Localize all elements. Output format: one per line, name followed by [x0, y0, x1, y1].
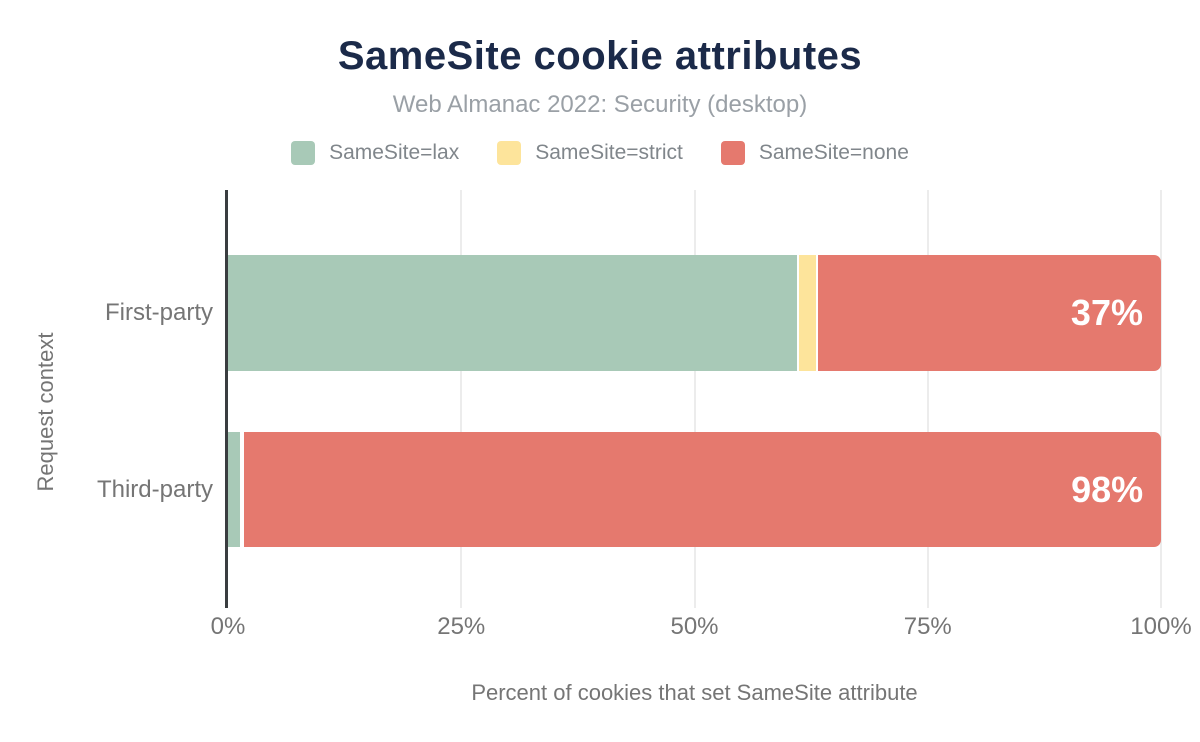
chart-title: SameSite cookie attributes: [337, 34, 863, 78]
bar-segment-first-party-samesite=lax: [228, 255, 798, 371]
gridline-75: [926, 190, 929, 608]
category-label-first-party: First-party: [105, 299, 213, 326]
x-tick-label-50%: 50%: [670, 613, 719, 640]
category-label-third-party: Third-party: [96, 476, 213, 503]
gridline-25: [460, 190, 463, 608]
plot-area: 37% 98%: [225, 190, 1162, 608]
x-tick-label-25%: 25%: [437, 613, 486, 640]
bar-value-label-third-party: 98%: [1071, 468, 1144, 510]
y-axis-title: Request context: [33, 332, 58, 492]
bar-segment-first-party-samesite=strict: [797, 255, 816, 371]
x-tick-label-75%: 75%: [903, 613, 952, 640]
bar-value-label-first-party: 37%: [1070, 292, 1143, 333]
bar-segment-first-party-samesite=none: 37%: [815, 255, 1161, 371]
legend-swatch-lax-icon: [291, 141, 316, 165]
legend-swatch-none-icon: [720, 141, 745, 165]
x-tick-label-100%: 100%: [1130, 613, 1192, 640]
gridline-50: [693, 190, 696, 608]
bar-third-party: 98%: [228, 432, 1162, 547]
gridline-100: [1160, 190, 1162, 608]
bar-segment-third-party-samesite=lax: [228, 432, 241, 547]
x-tick-label-0%: 0%: [210, 613, 246, 640]
legend-label-lax: SameSite=lax: [329, 141, 460, 164]
x-axis-ticks: 0% 25% 50% 75% 100%: [211, 613, 1192, 643]
x-axis-title: Percent of cookies that set SameSite att…: [471, 680, 918, 705]
bar-segment-third-party-samesite=strict: [240, 432, 243, 547]
y-axis-line: [225, 190, 228, 608]
legend-item-samesite-lax: SameSite=lax: [291, 141, 459, 165]
bar-first-party: 37%: [228, 255, 1161, 371]
legend-swatch-strict-icon: [497, 141, 522, 165]
chart-subtitle: Web Almanac 2022: Security (desktop): [392, 91, 808, 118]
legend-item-samesite-strict: SameSite=strict: [497, 141, 683, 165]
legend-item-samesite-none: SameSite=none: [720, 141, 909, 165]
legend-label-none: SameSite=none: [758, 141, 909, 164]
legend: SameSite=lax SameSite=strict SameSite=no…: [0, 141, 1200, 165]
bar-segment-third-party-samesite=none: 98%: [242, 432, 1162, 547]
legend-label-strict: SameSite=strict: [535, 141, 683, 164]
